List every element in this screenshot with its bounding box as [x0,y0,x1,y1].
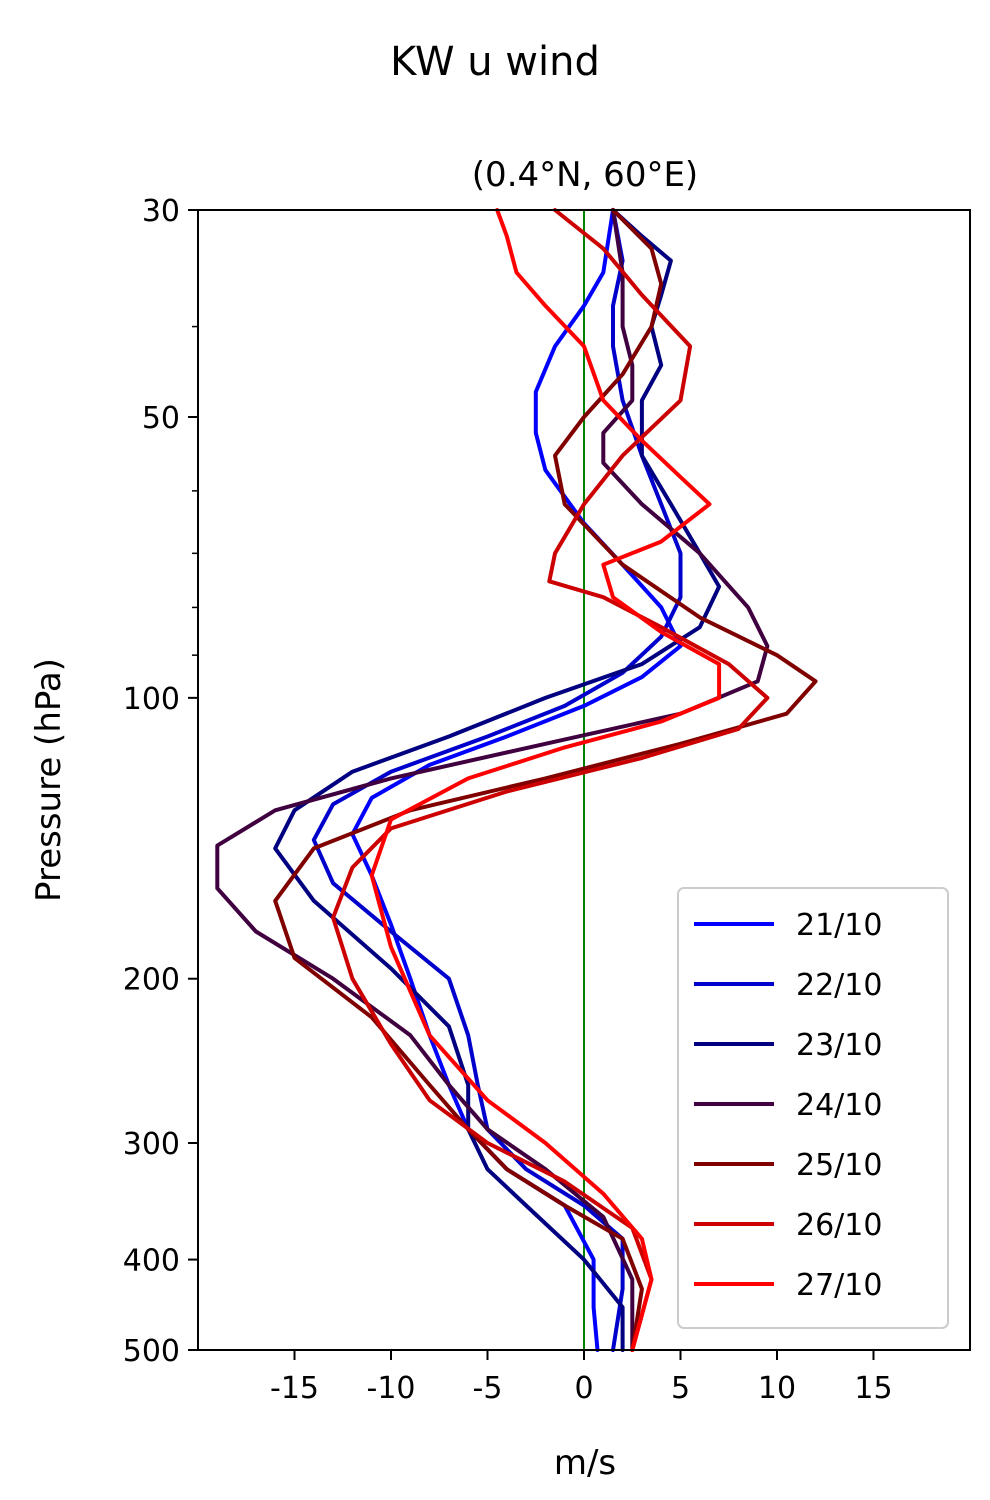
series-line-27-10 [369,208,722,1352]
legend-box [677,887,949,1329]
y-tick-label: 300 [123,1127,180,1162]
x-tick-label: 0 [574,1371,593,1406]
x-tick-label: 15 [854,1371,892,1406]
y-tick-label: 30 [142,194,180,229]
y-tick-label: 50 [142,401,180,436]
chart-suptitle: KW u wind [390,39,600,85]
legend-label: 23/10 [796,1028,882,1063]
legend-label: 25/10 [796,1148,882,1183]
x-axis-label: m/s [554,1443,616,1483]
series-line-23-10 [273,208,722,1352]
legend-label: 22/10 [796,968,882,1003]
legend-label: 26/10 [796,1208,882,1243]
x-tick-label: -15 [270,1371,319,1406]
x-tick-label: -10 [367,1371,416,1406]
y-axis-label: Pressure (hPa) [29,658,69,902]
legend-label: 27/10 [796,1268,882,1303]
y-tick-label: 400 [123,1244,180,1279]
series-line-24-10 [215,208,770,1352]
chart-title: (0.4°N, 60°E) [472,155,698,195]
y-tick-label: 500 [123,1334,180,1369]
series-line-25-10 [273,208,818,1352]
plot-area: -15 -10 -5 0 5 10 15 30 50 100 200 300 400 500 21/10 22… [123,194,971,1406]
legend-label: 21/10 [796,908,882,943]
x-tick-label: -5 [473,1371,503,1406]
y-tick-label: 100 [123,682,180,717]
y-tick-label: 200 [123,963,180,998]
legend-label: 24/10 [796,1088,882,1123]
x-tick-label: 5 [671,1371,690,1406]
x-tick-label: 10 [758,1371,796,1406]
series-line-26-10 [331,208,770,1352]
